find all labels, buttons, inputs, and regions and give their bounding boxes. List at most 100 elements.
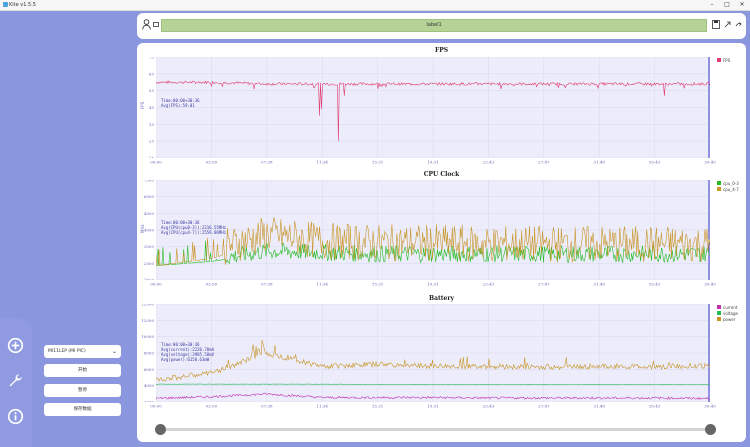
fps-annotation-line: Time:00:00+30:36 [161, 98, 200, 103]
cpu-line-chart [155, 179, 711, 281]
cpu-chart-title: CPU Clock [423, 171, 460, 178]
battery-annotation-line: Avg(current):2220.70mA [161, 347, 214, 352]
y-tick-label: 45 [149, 105, 155, 110]
fps-annotation: Time:00:00+30:36 Avg(FPS):59.01 [161, 98, 200, 108]
y-tick-label: 2000 [144, 400, 155, 403]
series-line-power [155, 339, 711, 382]
x-tick-label: 03:50 [206, 404, 218, 409]
y-tick-label: 55 [149, 88, 155, 93]
y-tick-label: 25 [149, 139, 155, 144]
info-icon[interactable] [7, 408, 24, 425]
battery-chart-title: Battery [429, 295, 454, 302]
maximize-button[interactable]: □ [724, 1, 730, 8]
y-tick-label: 22000 [141, 304, 154, 307]
fps-chart-title: FPS [434, 47, 449, 54]
cpu-annotation-line: Avg(CPU(cpu4-7)):2559.06MHz [161, 230, 227, 235]
battery-legend: current voltage power [717, 304, 738, 322]
x-tick-label: 15:31 [372, 282, 384, 287]
cpu-legend: cpu_0-3 cpu_4-7 [717, 180, 739, 192]
fps-legend: FPS [717, 57, 730, 63]
slider-start-handle[interactable] [155, 424, 166, 435]
fps-y-ticks: 75 65 55 45 35 25 15 [149, 57, 155, 158]
app-icon [3, 2, 8, 7]
series-line-FPS [155, 80, 711, 142]
x-tick-label: 31:48 [593, 282, 605, 287]
slider-end-handle[interactable] [705, 424, 716, 435]
export-icon[interactable] [735, 21, 742, 28]
x-tick-label: 07:38 [261, 282, 273, 287]
share-icon[interactable] [724, 21, 731, 28]
legend-item: power [717, 316, 738, 322]
fps-plot-area [155, 56, 711, 159]
legend-label: cpu_0-3 [723, 180, 739, 186]
device-select[interactable]: MI11LEP (MI PIC) ⌄ [44, 345, 121, 358]
legend-swatch [717, 58, 721, 62]
x-tick-label: 11:34 [316, 404, 328, 409]
x-tick-label: 11:34 [316, 160, 328, 165]
battery-annotation: Time:00:00+30:36 Avg(current):2220.70mA … [161, 342, 214, 362]
legend-swatch [717, 317, 721, 321]
chevron-down-icon: ⌄ [111, 348, 117, 355]
x-tick-label: 07:38 [261, 404, 273, 409]
y-tick-label: 7500 [144, 180, 155, 183]
legend-item: cpu_4-7 [717, 186, 739, 192]
x-tick-label: 07:38 [261, 160, 273, 165]
fps-annotation-line: Avg(FPS):59.01 [161, 103, 195, 108]
user-icon[interactable] [142, 19, 151, 30]
x-tick-label: 39:40 [704, 282, 716, 287]
time-range-slider[interactable] [160, 428, 710, 431]
battery-annotation-line: Time:00:00+30:36 [161, 342, 200, 347]
legend-item: voltage [717, 310, 738, 316]
x-tick-label: 31:48 [593, 160, 605, 165]
battery-annotation-line: Avg(power):6150.63mW [161, 357, 210, 362]
minimize-button[interactable]: – [710, 1, 714, 8]
x-tick-label: 03:50 [206, 282, 218, 287]
cpu-annotation: Time:00:00+30:36 Avg(CPU(cpu0-3)):2216.5… [161, 220, 226, 235]
wrench-icon[interactable] [7, 372, 24, 389]
y-tick-label: 2500 [144, 261, 155, 266]
y-tick-label: 35 [149, 122, 155, 127]
x-tick-label: 27:47 [538, 160, 550, 165]
screen-icon[interactable] [153, 22, 159, 28]
legend-item: FPS [717, 57, 730, 63]
y-tick-label: 4000 [144, 383, 155, 388]
x-tick-label: 19:31 [427, 282, 439, 287]
legend-label: cpu_4-7 [723, 186, 739, 192]
start-button[interactable]: 开始 [44, 364, 121, 377]
pause-button[interactable]: 暂停 [44, 384, 121, 397]
status-bar: label1 [161, 19, 707, 32]
y-tick-label: 75 [149, 57, 155, 60]
legend-label: power [723, 316, 736, 322]
x-tick-label: 39:40 [704, 160, 716, 165]
y-tick-label: 1500 [144, 278, 155, 281]
save-data-button[interactable]: 保存数据 [44, 403, 121, 416]
top-toolbar-panel: label1 [137, 13, 746, 39]
x-tick-label: 27:47 [538, 282, 550, 287]
fps-x-ticks: 00:00 03:50 07:38 11:34 15:31 19:31 23:43 27:47… [150, 160, 716, 165]
x-tick-label: 19:31 [427, 160, 439, 165]
legend-label: voltage [723, 310, 738, 316]
save-icon[interactable] [712, 20, 720, 29]
legend-swatch [717, 305, 721, 309]
battery-line-chart [155, 303, 711, 403]
legend-label: current [723, 304, 738, 310]
y-tick-label: 65 [149, 71, 155, 76]
side-icon-bar [0, 318, 32, 447]
y-tick-label: 10000 [141, 334, 154, 339]
close-button[interactable]: ✕ [739, 1, 745, 8]
window-titlebar: Kite v1.5.5 – □ ✕ [0, 0, 750, 11]
battery-plot-area [155, 303, 711, 403]
x-tick-label: 00:00 [150, 404, 162, 409]
x-tick-label: 00:00 [150, 160, 162, 165]
cpu-annotation-line: Avg(CPU(cpu0-3)):2216.55MHz [161, 225, 227, 230]
x-tick-label: 23:43 [483, 160, 495, 165]
x-tick-label: 39:40 [704, 404, 716, 409]
x-tick-label: 31:48 [593, 404, 605, 409]
add-icon[interactable] [7, 337, 24, 354]
x-tick-label: 35:43 [649, 404, 661, 409]
x-tick-label: 27:47 [538, 404, 550, 409]
x-tick-label: 23:43 [483, 282, 495, 287]
legend-swatch [717, 187, 721, 191]
x-tick-label: 23:43 [483, 404, 495, 409]
cpu-plot-area [155, 179, 711, 281]
